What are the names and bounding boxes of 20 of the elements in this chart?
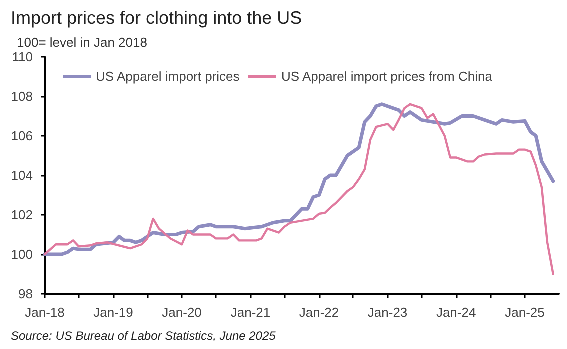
x-tick-label: Jan-22 [299, 305, 340, 320]
x-tick-label: Jan-23 [368, 305, 408, 320]
legend-label: US Apparel import prices [96, 69, 240, 84]
x-tick-label: Jan-25 [505, 305, 545, 320]
x-tick-label: Jan-18 [25, 305, 65, 320]
y-tick-label: 104 [11, 168, 33, 183]
x-tick-label: Jan-24 [436, 305, 476, 320]
chart-subtitle: 100= level in Jan 2018 [17, 35, 148, 50]
y-tick-label: 100 [11, 247, 33, 262]
y-tick-label: 98 [18, 286, 33, 302]
y-tick-label: 106 [11, 128, 33, 144]
x-tick-label: Jan-20 [162, 305, 202, 320]
x-tick-label: Jan-19 [94, 305, 134, 320]
y-tick-label: 102 [11, 208, 33, 222]
y-tick-label: 110 [12, 50, 33, 64]
y-tick-label: 108 [11, 89, 33, 104]
chart-title: Import prices for clothing into the US [11, 8, 302, 28]
source-note: Source: US Bureau of Labor Statistics, June 2025 [11, 329, 276, 343]
legend-label: US Apparel import prices from China [282, 69, 494, 84]
x-tick-label: Jan-21 [230, 305, 271, 320]
